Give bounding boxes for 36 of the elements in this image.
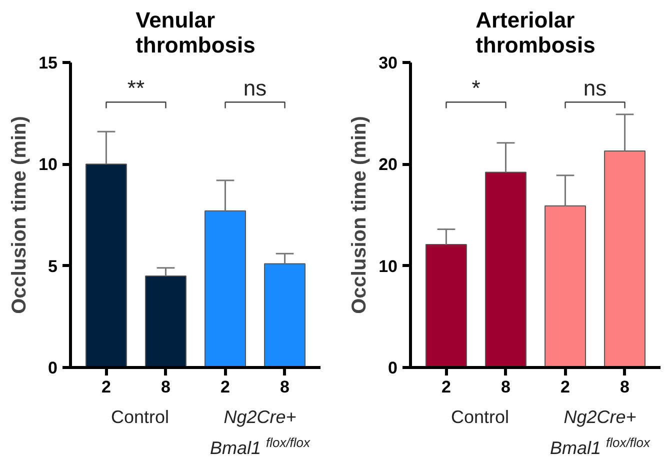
y-tick-label: 0 (48, 358, 58, 378)
y-axis-title: Occlusion time (min) (8, 116, 31, 314)
x-tick-label: 2 (560, 378, 570, 396)
x-tick-label: 8 (620, 378, 630, 396)
annotation: ** (127, 76, 145, 101)
bar (604, 150, 646, 368)
x-tick-label: 8 (501, 378, 510, 396)
y-tick-label: 20 (378, 155, 398, 174)
text: Ng2Cre+ Bmal1 $^{flox/flox}$ (548, 406, 652, 460)
annotation: ns (243, 76, 267, 101)
x-tick-label: 8 (161, 378, 170, 396)
x-tick-label: 8 (280, 378, 290, 396)
y-tick-label: 5 (48, 256, 58, 276)
bar (264, 263, 306, 368)
bar (544, 205, 586, 368)
chart-title: Venular thrombosis (136, 8, 256, 58)
x-tick-label: 2 (101, 378, 111, 396)
bar (145, 276, 186, 368)
y-axis-title: Occlusion time (min) (348, 116, 371, 314)
y-tick-label: 15 (38, 54, 58, 72)
bar (485, 172, 526, 368)
x-tick-label: 2 (441, 378, 451, 396)
y-tick-label: 0 (388, 358, 398, 378)
annotation: ns (583, 76, 607, 101)
bar (204, 210, 246, 368)
text: Ng2Cre+ Bmal1 $^{flox/flox}$ (208, 406, 312, 460)
text: Control (450, 406, 510, 429)
y-tick-label: 10 (378, 256, 398, 276)
bar (425, 244, 467, 368)
x-tick-label: 2 (220, 378, 230, 396)
y-tick-label: 10 (38, 155, 58, 174)
annotation: * (472, 76, 481, 101)
bar (85, 164, 127, 368)
text: Control (110, 406, 170, 429)
chart-title: Arteriolar thrombosis (476, 8, 596, 58)
y-tick-label: 30 (378, 54, 398, 72)
